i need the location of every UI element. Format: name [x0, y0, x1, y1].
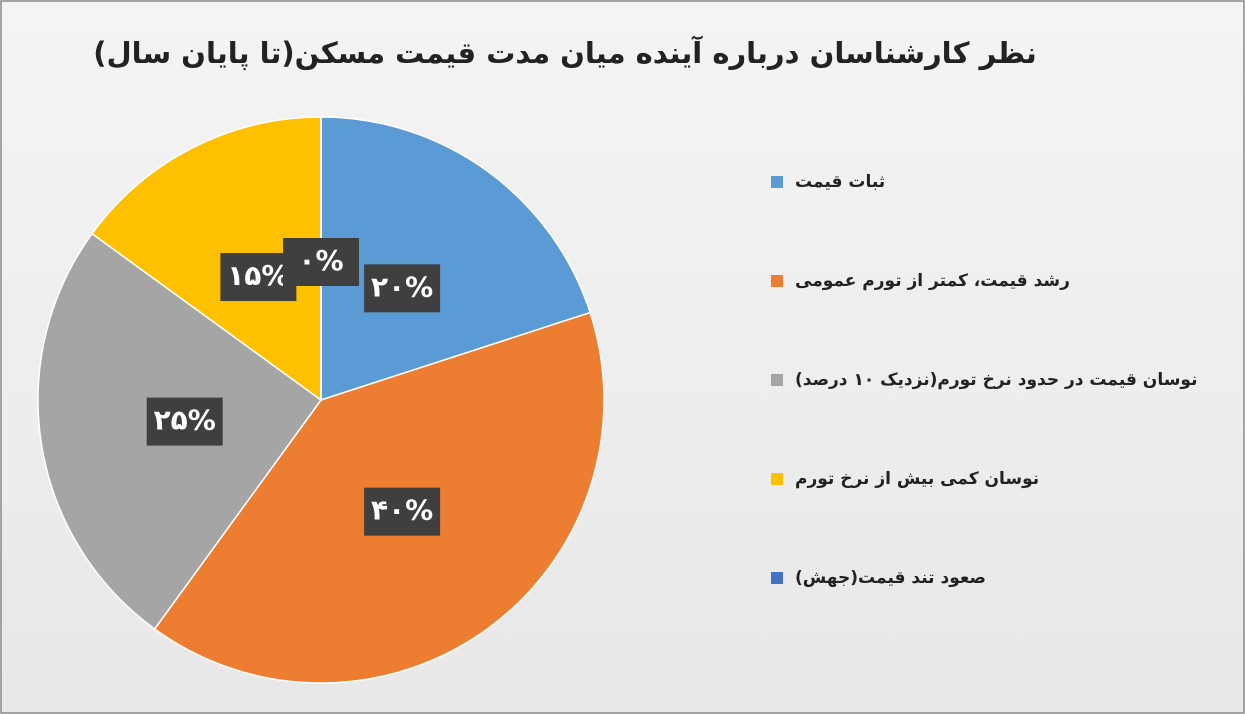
data-label: ۲۵% [154, 404, 216, 437]
pie-slice [320, 116, 592, 402]
legend-marker [771, 473, 783, 485]
data-label: ۲۰% [371, 270, 433, 303]
data-label-box [364, 487, 441, 536]
legend-marker [771, 572, 783, 584]
legend-label: ثبات قیمت [795, 172, 885, 192]
legend-marker [771, 374, 783, 386]
data-label: ۴۰% [371, 494, 433, 527]
data-label: ۰% [298, 244, 343, 277]
data-label: ۱۵% [227, 259, 289, 292]
data-label-box [364, 264, 441, 313]
legend-label: صعود تند قیمت(جهش) [795, 568, 986, 588]
legend-marker [771, 275, 783, 287]
legend-label: نوسان کمی بیش از نرخ تورم [795, 469, 1039, 489]
legend-label: رشد قیمت، کمتر از تورم عمومی [795, 271, 1070, 291]
legend-marker [771, 176, 783, 188]
chart-title: نظر کارشناسان درباره آینده میان مدت قیمت… [93, 35, 1036, 71]
data-label-box [146, 397, 223, 446]
legend-label: نوسان قیمت در حدود نرخ تورم(نزدیک ۱۰ درص… [795, 370, 1197, 390]
data-label-box [283, 238, 359, 286]
pie-slice [91, 116, 322, 402]
